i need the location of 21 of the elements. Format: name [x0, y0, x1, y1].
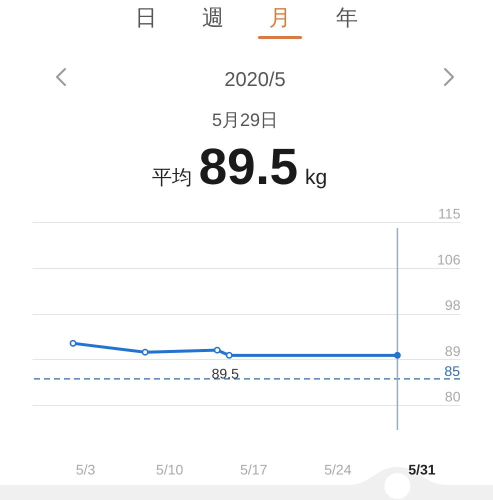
x-tick-label: 5/10 — [156, 462, 184, 478]
chart-subtitle: 5月29日 — [212, 110, 278, 130]
y-tick-label: 80 — [444, 388, 461, 404]
x-tick-label: 5/17 — [240, 462, 268, 478]
y-tick-label: 98 — [444, 297, 461, 313]
text: 月 — [269, 5, 291, 30]
text: 平均 — [152, 167, 192, 189]
data-label: 89.5 — [212, 365, 240, 382]
y-tick-label: 115 — [438, 206, 461, 222]
text: 89.5 — [198, 138, 298, 195]
text: kg — [305, 166, 328, 189]
y-tick-label: 89 — [444, 342, 461, 359]
text: 週 — [202, 5, 224, 30]
text: 日 — [135, 5, 157, 30]
text: 年 — [336, 5, 358, 30]
x-tick-label: 5/31 — [408, 462, 436, 478]
y-tick-label: 106 — [437, 251, 461, 268]
x-tick-label: 5/3 — [76, 462, 96, 478]
chart-title: 2020/5 — [224, 69, 286, 91]
ref-line-label: 85 — [444, 362, 460, 379]
x-tick-label: 5/24 — [324, 462, 352, 478]
